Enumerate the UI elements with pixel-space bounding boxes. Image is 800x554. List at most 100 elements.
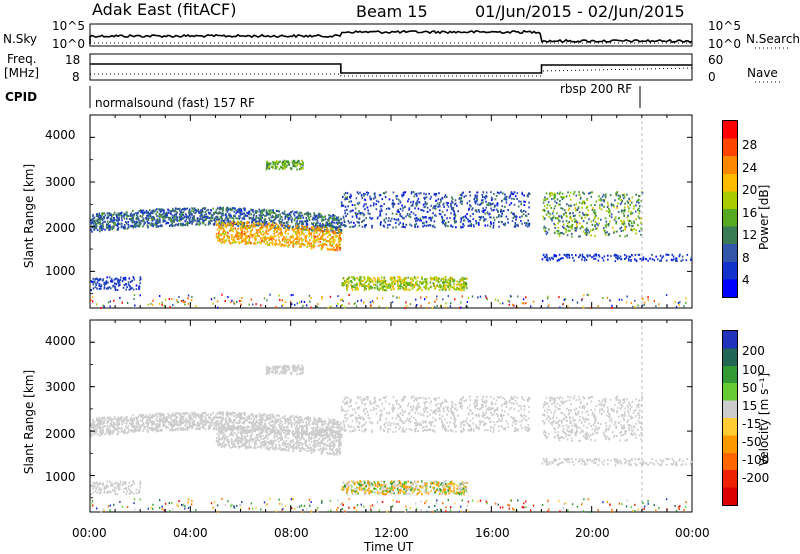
power-cell <box>230 215 232 218</box>
power-cell <box>357 278 360 281</box>
power-cell <box>183 216 185 219</box>
power-cell <box>118 213 120 216</box>
power-cell <box>326 227 328 230</box>
power-cell <box>224 230 227 233</box>
velocity-cell <box>266 432 269 435</box>
power-cell <box>234 215 236 218</box>
power-cell <box>220 226 223 229</box>
velocity-cell <box>458 487 460 490</box>
velocity-cell <box>139 419 142 422</box>
power-cell <box>276 163 279 165</box>
velocity-cell <box>331 425 333 428</box>
velocity-cell <box>339 441 342 444</box>
power-cell <box>162 218 164 220</box>
velocity-cell <box>219 416 221 419</box>
velocity-cell <box>302 433 304 436</box>
velocity-cell <box>274 367 276 370</box>
velocity-cell <box>180 417 183 420</box>
velocity-cell <box>223 440 225 443</box>
velocity-cell <box>264 440 266 443</box>
power-cell <box>311 226 314 229</box>
power-cell <box>106 212 109 215</box>
velocity-cell <box>440 483 442 486</box>
velocity-cell <box>229 421 231 423</box>
velocity-cell <box>367 480 369 483</box>
velocity-cell <box>147 423 149 426</box>
velocity-cell <box>301 431 304 434</box>
velocity-cell <box>90 433 93 436</box>
velocity-cell <box>361 489 363 492</box>
power-cell <box>112 213 115 216</box>
power-cell <box>306 223 309 226</box>
power-cell <box>299 164 302 167</box>
velocity-cell <box>176 412 179 415</box>
power-cell <box>144 211 147 214</box>
velocity-cell <box>251 440 254 443</box>
power-cell <box>137 218 140 221</box>
velocity-cell <box>220 446 223 449</box>
velocity-cell <box>316 419 318 422</box>
power-cell <box>223 221 226 224</box>
velocity-cell <box>284 445 286 448</box>
velocity-cell <box>176 423 178 426</box>
velocity-cell <box>386 489 388 492</box>
power-cell <box>110 220 113 223</box>
velocity-cell <box>117 431 120 433</box>
velocity-cell <box>320 417 322 420</box>
power-cell <box>165 222 167 225</box>
velocity-cell <box>281 429 283 432</box>
velocity-cell <box>339 438 341 441</box>
power-cell <box>338 228 341 231</box>
velocity-cell <box>257 433 260 436</box>
velocity-cell <box>210 421 213 424</box>
power-cell <box>412 283 414 286</box>
power-cell <box>295 216 298 219</box>
velocity-cell <box>374 490 376 493</box>
velocity-cell <box>140 415 142 418</box>
power-cell <box>123 213 126 216</box>
power-cell <box>309 212 312 215</box>
velocity-cell <box>172 429 174 432</box>
power-cell <box>229 208 232 211</box>
power-cell <box>323 224 326 227</box>
velocity-cell <box>310 440 313 443</box>
velocity-cell <box>336 427 339 429</box>
power-cell <box>145 218 148 220</box>
velocity-cell <box>217 423 220 426</box>
velocity-cell <box>281 366 283 369</box>
velocity-cell <box>186 412 188 414</box>
velocity-cell <box>334 453 337 456</box>
power-cell <box>305 223 308 226</box>
velocity-cell <box>129 419 132 422</box>
power-cell <box>259 216 262 219</box>
velocity-cell <box>219 420 222 423</box>
power-cell <box>236 238 239 241</box>
power-cell <box>160 208 163 211</box>
power-cell <box>238 242 240 245</box>
velocity-cell <box>255 433 258 436</box>
velocity-cell <box>389 490 391 493</box>
velocity-cell <box>181 416 183 418</box>
velocity-cell <box>177 412 180 415</box>
power-cell <box>270 211 273 214</box>
velocity-cell <box>317 444 319 447</box>
power-cell <box>134 225 137 228</box>
velocity-cell <box>237 440 239 443</box>
power-cell <box>142 213 144 216</box>
velocity-cell <box>220 428 223 431</box>
velocity-cell <box>267 441 269 444</box>
power-cell <box>289 225 291 228</box>
power-cell <box>273 238 275 241</box>
power-cell <box>285 244 287 247</box>
velocity-cell <box>314 433 317 435</box>
velocity-cell <box>158 421 161 424</box>
power-cell <box>299 237 301 240</box>
velocity-cell <box>181 419 183 422</box>
power-cell <box>275 213 277 216</box>
power-cell <box>299 243 301 246</box>
power-cell <box>327 229 330 232</box>
velocity-cell <box>146 428 149 431</box>
velocity-cell <box>96 429 98 432</box>
velocity-cell <box>238 415 240 418</box>
power-cell <box>260 217 263 220</box>
